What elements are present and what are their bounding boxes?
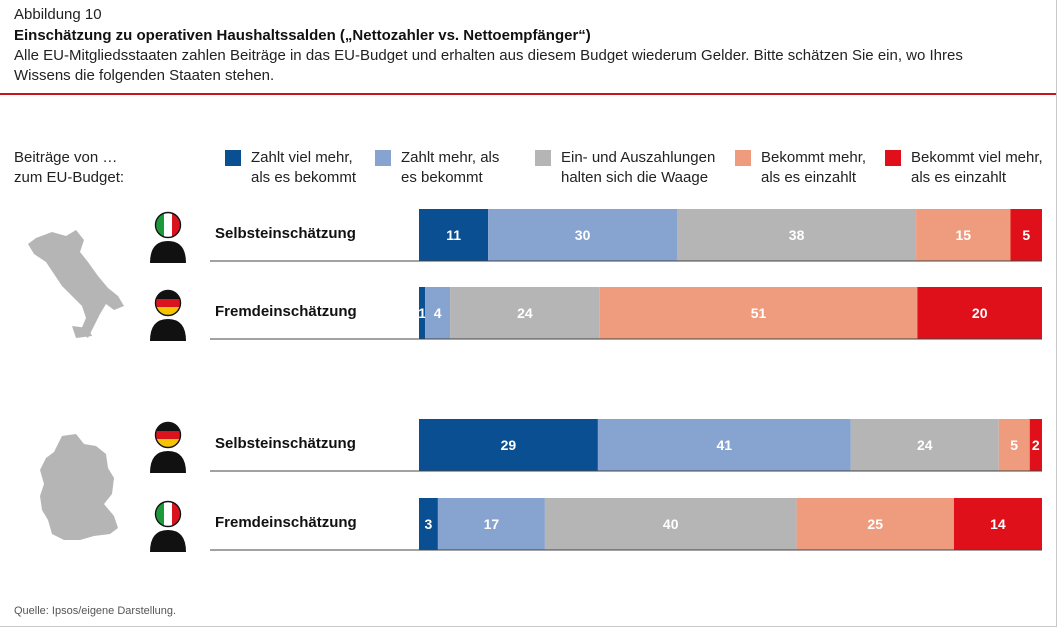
bar-segment (796, 498, 954, 550)
bar-value-label: 24 (517, 305, 533, 321)
bar-value-label: 24 (917, 437, 933, 453)
bar-segment (419, 498, 438, 550)
bar-segment (544, 498, 797, 550)
legend-label: Bekommt mehr, als es einzahlt (761, 149, 867, 186)
bar-segment (599, 287, 918, 339)
bar-segment (850, 419, 999, 471)
bar-value-label: 4 (434, 305, 442, 321)
bar-value-label: 1 (418, 305, 426, 321)
bar-segment (597, 419, 851, 471)
bar-segment (917, 287, 1042, 339)
germany-map-icon (40, 434, 118, 540)
person-icon (150, 319, 186, 341)
flag-ring (154, 421, 182, 449)
bar-value-label: 11 (446, 227, 461, 243)
source-note: Quelle: Ipsos/eigene Darstellung. (14, 605, 177, 617)
legend-swatch (375, 150, 391, 166)
bar-segment (1029, 419, 1042, 471)
bar-value-label: 29 (501, 437, 517, 453)
bar-value-label: 14 (990, 516, 1006, 532)
bar-segment (953, 498, 1042, 550)
bar-segment (437, 498, 545, 550)
row-label: Selbsteinschätzung (215, 435, 356, 452)
bar-value-label: 40 (663, 516, 679, 532)
legend-swatch (885, 150, 901, 166)
bar-segment (488, 209, 677, 261)
bar-value-label: 41 (717, 437, 733, 453)
bar-value-label: 2 (1032, 437, 1040, 453)
bar-segment (677, 209, 917, 261)
row-label: Fremdeinschätzung (215, 514, 357, 531)
bar-segment (425, 287, 451, 339)
italy-flag-icon (156, 213, 180, 237)
figure-label: Abbildung 10 (14, 6, 102, 23)
legend-swatch (225, 150, 241, 166)
legend-swatch (735, 150, 751, 166)
title-divider (0, 93, 1056, 95)
italy-map-icon (28, 230, 124, 338)
bar-value-label: 38 (789, 227, 805, 243)
row-label: Selbsteinschätzung (215, 225, 356, 242)
italy-flag-icon (156, 502, 180, 526)
legend-label: Zahlt mehr, als es bekommt (401, 149, 500, 186)
person-icon (150, 241, 186, 263)
germany-flag-icon (156, 291, 180, 315)
chart-subtitle: Alle EU-Mitgliedsstaaten zahlen Beiträge… (14, 47, 963, 84)
bar-segment (419, 419, 598, 471)
bar-value-label: 30 (575, 227, 591, 243)
bar-segment (1010, 209, 1042, 261)
bar-segment (419, 209, 489, 261)
legend-label: Ein- und Auszahlungen halten sich die Waa… (561, 149, 716, 186)
germany-flag-icon (156, 423, 180, 447)
bar-value-label: 5 (1022, 227, 1030, 243)
person-icon (150, 451, 186, 473)
bar-value-label: 20 (972, 305, 988, 321)
flag-ring (154, 500, 182, 528)
bar-value-label: 15 (956, 227, 972, 243)
legend-label: Zahlt viel mehr, als es bekommt (251, 149, 357, 186)
flag-ring (154, 289, 182, 317)
bar-segment (419, 287, 426, 339)
bar-segment (916, 209, 1011, 261)
row-label: Fremdeinschätzung (215, 303, 357, 320)
bar-value-label: 17 (484, 516, 500, 532)
legend-title: Beiträge von … zum EU-Budget: (14, 149, 125, 186)
bar-value-label: 3 (425, 516, 433, 532)
bar-segment (998, 419, 1030, 471)
legend-label: Bekommt viel mehr, als es einzahlt (911, 149, 1043, 186)
legend-swatch (535, 150, 551, 166)
bar-value-label: 25 (867, 516, 883, 532)
person-icon (150, 530, 186, 552)
chart-title: Einschätzung zu operativen Haushaltssald… (14, 27, 591, 44)
bar-segment (450, 287, 600, 339)
bar-value-label: 5 (1010, 437, 1018, 453)
bar-value-label: 51 (751, 305, 767, 321)
flag-ring (154, 211, 182, 239)
